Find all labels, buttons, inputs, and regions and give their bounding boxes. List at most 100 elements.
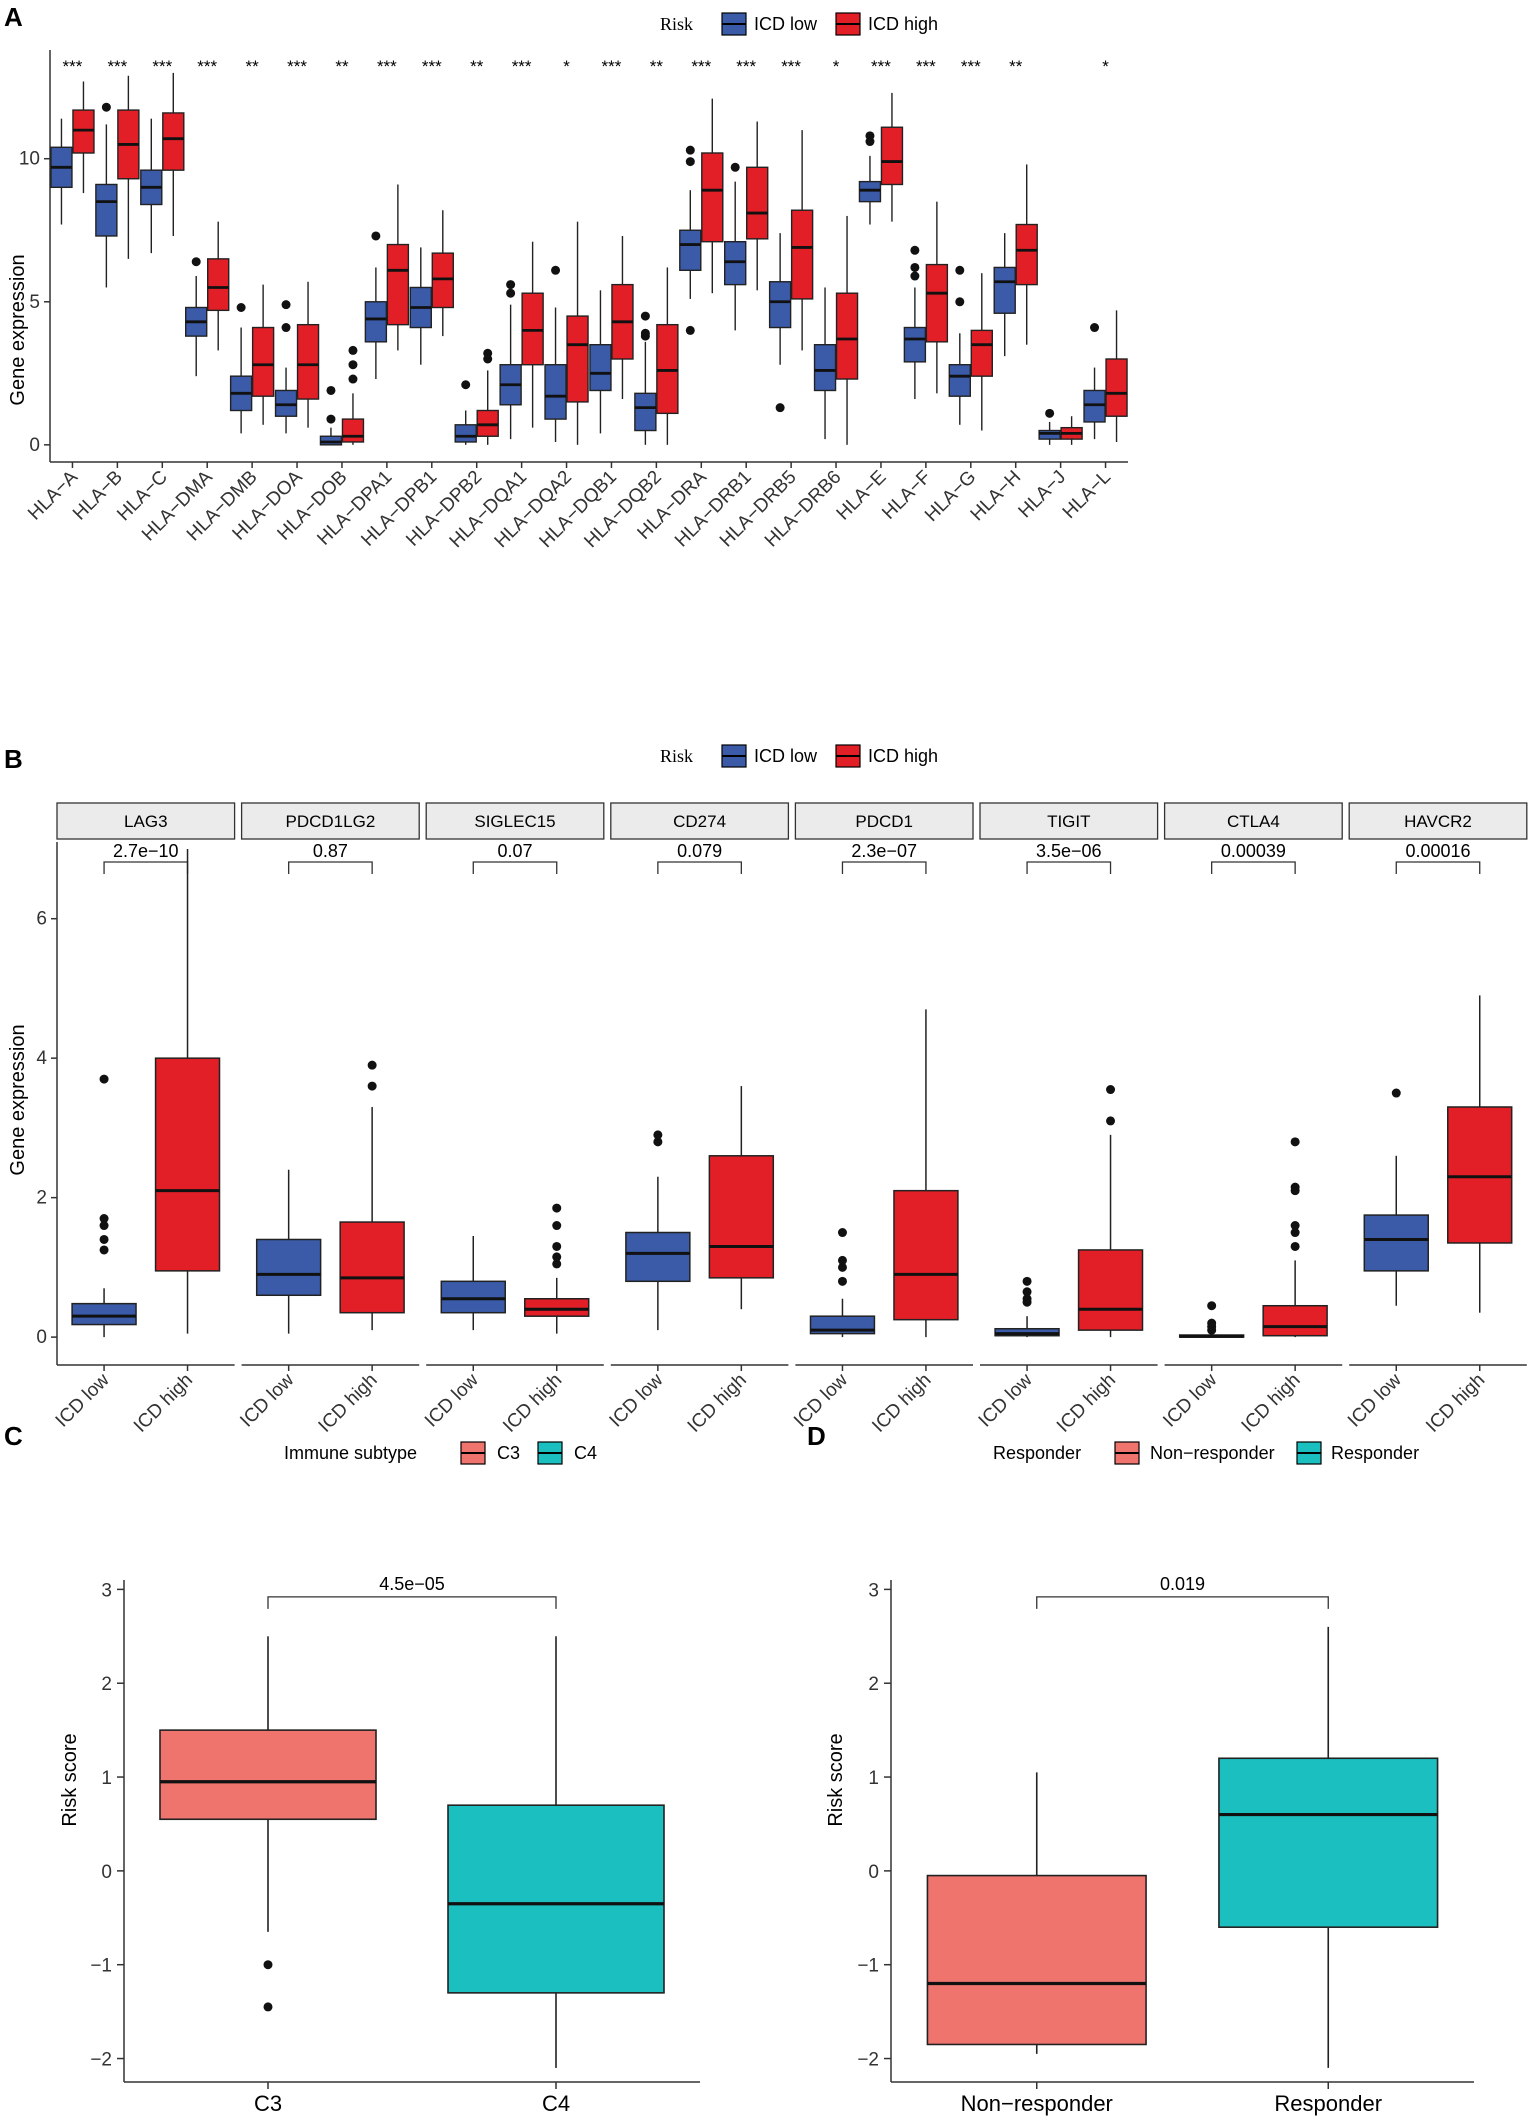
panel-a-box-high-box [701, 152, 724, 243]
panel-a-box-high-box [521, 292, 544, 366]
panel-a-significance-label: ** [470, 57, 484, 76]
panel-b-facet-strip [240, 802, 420, 840]
panel-b-facet-strip [794, 802, 974, 840]
panel-a-y-tick-label: 0 [29, 435, 40, 456]
panel-b-y-tick-label: 6 [36, 909, 47, 930]
panel-a-box-low-box [724, 240, 747, 286]
panel-label-d: D [807, 1421, 826, 1451]
panel-a-box-high-outlier [348, 345, 358, 355]
panel-b-p-value: 0.079 [677, 841, 722, 861]
panel-b-box-low-box [440, 1280, 506, 1314]
panel-b-box-low-outlier [1207, 1301, 1217, 1311]
panel-b-box-high-outlier [1290, 1228, 1300, 1238]
panel-b-box-high-outlier [1290, 1182, 1300, 1192]
panel-label-c: C [4, 1421, 23, 1451]
panel-label-a: A [4, 2, 23, 32]
panel-a-x-tick-label: HLA−A [24, 466, 82, 524]
panel-d-y-tick-label: 1 [868, 1768, 879, 1789]
legend-a-title: Risk [660, 14, 693, 34]
panel-c-plot: −2 −1 0 1 2 3 C3 C4 4.5e−05 [90, 1574, 700, 2116]
panel-a-x-tick-label: HLA−H [967, 467, 1026, 526]
panel-c-y-tick-label: 0 [101, 1862, 112, 1883]
panel-a-box-low-outlier [461, 380, 471, 390]
panel-a-box-low-box [589, 343, 612, 392]
panel-d-box-2-box [1218, 1757, 1439, 1928]
panel-a-box-low-outlier [865, 131, 875, 141]
panel-b-box-low-box [625, 1231, 691, 1283]
legend-b-title: Risk [660, 746, 693, 766]
panel-b-x-tick-label: ICD low [606, 1369, 668, 1431]
panel-a-box-low-box [544, 364, 567, 420]
panel-a-ylabel: Gene expression [7, 254, 29, 405]
panel-b-box-low-outlier [653, 1137, 663, 1147]
legend-b-entry-high: ICD high [868, 746, 938, 766]
panel-a-significance-label: ** [1009, 57, 1023, 76]
legend-c-entry-c3: C3 [497, 1443, 520, 1463]
panel-a-significance-label: * [833, 57, 840, 76]
panel-b-box-low-outlier [99, 1214, 109, 1224]
panel-a-x-tick-label: HLA−G [921, 467, 980, 526]
panel-b-y-tick-label: 2 [36, 1188, 47, 1209]
panel-a-box-low-outlier [326, 414, 336, 424]
panel-b-p-value: 0.87 [313, 841, 348, 861]
panel-b-facet-label: CD274 [673, 812, 726, 831]
panel-a-box-low-box [634, 392, 657, 432]
panel-d-x-tick-label: Responder [1274, 2091, 1382, 2116]
panel-a-significance-label: *** [781, 57, 801, 76]
panel-b-box-high-box [1447, 1106, 1513, 1244]
panel-b-significance-bracket [103, 861, 189, 874]
panel-a-box-high-outlier [483, 348, 493, 358]
panel-b-ylabel: Gene expression [7, 1024, 29, 1175]
panel-b-y-tick-label: 0 [36, 1327, 47, 1348]
panel-a-box-low-box [1038, 429, 1061, 440]
panel-b-box-high-outlier [1106, 1085, 1116, 1095]
panel-a-box-high-box [72, 109, 95, 154]
panel-c-y-tick-label: 2 [101, 1674, 112, 1695]
panel-a-box-high-box [835, 292, 859, 380]
panel-d-y-tick-label: 0 [868, 1862, 879, 1883]
panel-a-significance-label: *** [422, 57, 442, 76]
panel-b-facet-label: SIGLEC15 [474, 812, 555, 831]
panel-a-box-high-box [341, 418, 365, 443]
panel-a-box-low-outlier [1090, 323, 1100, 333]
panel-b-box-high-box [154, 1057, 221, 1272]
panel-a-box-low-outlier [910, 271, 920, 281]
panel-d-plot: −2 −1 0 1 2 3 Non−responder Responder 0.019 [857, 1574, 1474, 2116]
panel-b-box-low-box [255, 1238, 322, 1297]
panel-b-x-tick-label: ICD low [1159, 1369, 1221, 1431]
panel-b-x-tick-label: ICD low [52, 1369, 114, 1431]
panel-a-x-tick-label: HLA−J [1015, 467, 1071, 523]
panel-a-significance-label: *** [63, 57, 83, 76]
panel-a-box-high-box [296, 323, 320, 400]
panel-d-p-value: 0.019 [1160, 1574, 1205, 1594]
panel-b-box-high-outlier [552, 1252, 562, 1262]
panel-b-x-tick-label: ICD high [868, 1370, 935, 1437]
panel-a-box-high-box [476, 409, 499, 437]
panel-b-box-low-outlier [99, 1245, 109, 1255]
panel-b-box-high-box [524, 1298, 590, 1317]
panel-a-box-low-box [319, 435, 343, 446]
panel-b-box-high-outlier [552, 1259, 562, 1269]
panel-b-box-high-outlier [1290, 1241, 1300, 1251]
panel-a-box-low-outlier [685, 157, 695, 167]
panel-b-box-low-outlier [99, 1074, 109, 1084]
panel-c-x-tick-label: C3 [254, 2091, 282, 2116]
panel-b-facet-strip [610, 802, 790, 840]
panel-a-box-low-box [454, 424, 477, 443]
panel-a-box-low-outlier [506, 288, 516, 298]
panel-b-x-tick-label: ICD low [1344, 1369, 1406, 1431]
panel-a-significance-label: *** [691, 57, 711, 76]
panel-b-box-high-outlier [367, 1060, 377, 1070]
panel-b-box-low-outlier [99, 1221, 109, 1231]
panel-b-facet-strip [56, 802, 236, 840]
panel-b-facet-label: TIGIT [1047, 812, 1090, 831]
panel-b-box-low-outlier [99, 1234, 109, 1244]
panel-b-box-low-outlier [1207, 1318, 1217, 1328]
legend-d-entry-nonresponder: Non−responder [1150, 1443, 1275, 1463]
panel-b-x-tick-label: ICD high [1422, 1370, 1489, 1437]
panel-a-box-high-box [251, 326, 275, 397]
legend-a-entry-high: ICD high [868, 14, 938, 34]
panel-a-box-low-outlier [371, 231, 381, 241]
panel-a-significance-label: *** [871, 57, 891, 76]
panel-b-significance-bracket [1395, 861, 1481, 874]
